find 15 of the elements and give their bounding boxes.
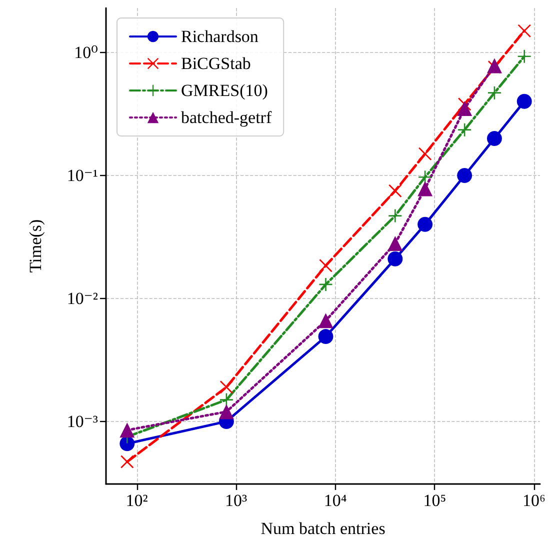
y-tick-label: 10⁰: [74, 42, 98, 62]
legend-label: GMRES(10): [181, 81, 268, 100]
legend-label: BiCGStab: [181, 54, 251, 73]
x-tick-label: 10⁶: [522, 491, 546, 510]
x-tick-label: 10³: [225, 491, 248, 510]
y-tick-label: 10⁻³: [66, 412, 98, 431]
legend-label: batched-getrf: [181, 108, 272, 127]
x-axis-title: Num batch entries: [260, 519, 386, 538]
x-tick-label: 10²: [126, 491, 148, 510]
legend-label: Richardson: [181, 27, 259, 46]
y-axis-title: Time(s): [26, 219, 45, 273]
x-tick-label: 10⁴: [324, 491, 347, 510]
x-tick-label: 10⁵: [423, 491, 446, 510]
y-tick-label: 10⁻²: [66, 288, 98, 308]
y-tick-label: 10⁻¹: [66, 166, 98, 185]
